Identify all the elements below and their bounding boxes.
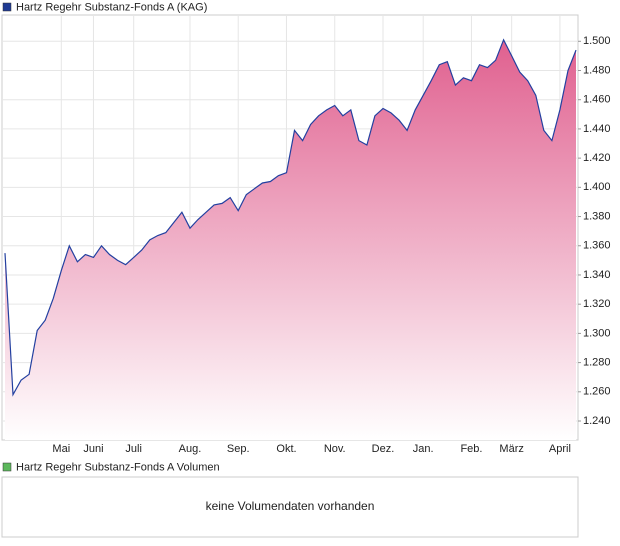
x-tick-label: Nov. [324, 443, 346, 455]
y-tick-label: 1.280 [583, 357, 611, 369]
line [4, 38, 577, 397]
y-tick-label: 1.340 [583, 269, 611, 281]
x-tick-label: Dez. [372, 443, 395, 455]
x-tick-label: Aug. [179, 443, 202, 455]
y-tick-label: 1.440 [583, 123, 611, 135]
y-tick-label: 1.400 [583, 181, 611, 193]
x-tick-label: April [549, 443, 571, 455]
x-tick-label: Juli [125, 443, 142, 455]
x-tick-label: Juni [83, 443, 103, 455]
y-tick-label: 1.240 [583, 415, 611, 427]
y-tick-label: 1.460 [583, 94, 611, 106]
x-tick-label: Jan. [413, 443, 434, 455]
x-tick-label: Okt. [276, 443, 296, 455]
legend-swatch [2, 2, 12, 12]
x-tick-label: Sep. [227, 443, 250, 455]
legend-swatch [2, 462, 12, 472]
x-tick-label: Mai [52, 443, 70, 455]
y-tick-label: 1.380 [583, 210, 611, 222]
y-tick-label: 1.260 [583, 386, 611, 398]
y-tick-label: 1.500 [583, 35, 611, 47]
y-tick-label: 1.360 [583, 240, 611, 252]
x-tick-label: Feb. [460, 443, 482, 455]
y-tick-label: 1.300 [583, 327, 611, 339]
volume-message: keine Volumendaten vorhanden [206, 499, 375, 513]
volume-panel [1, 476, 579, 538]
legend-label: Hartz Regehr Substanz-Fonds A Volumen [16, 461, 220, 473]
x-tick-label: März [499, 443, 523, 455]
y-tick-label: 1.420 [583, 152, 611, 164]
area [5, 39, 576, 441]
y-tick-label: 1.480 [583, 64, 611, 76]
legend-label: Hartz Regehr Substanz-Fonds A (KAG) [16, 1, 207, 13]
y-tick-label: 1.320 [583, 298, 611, 310]
